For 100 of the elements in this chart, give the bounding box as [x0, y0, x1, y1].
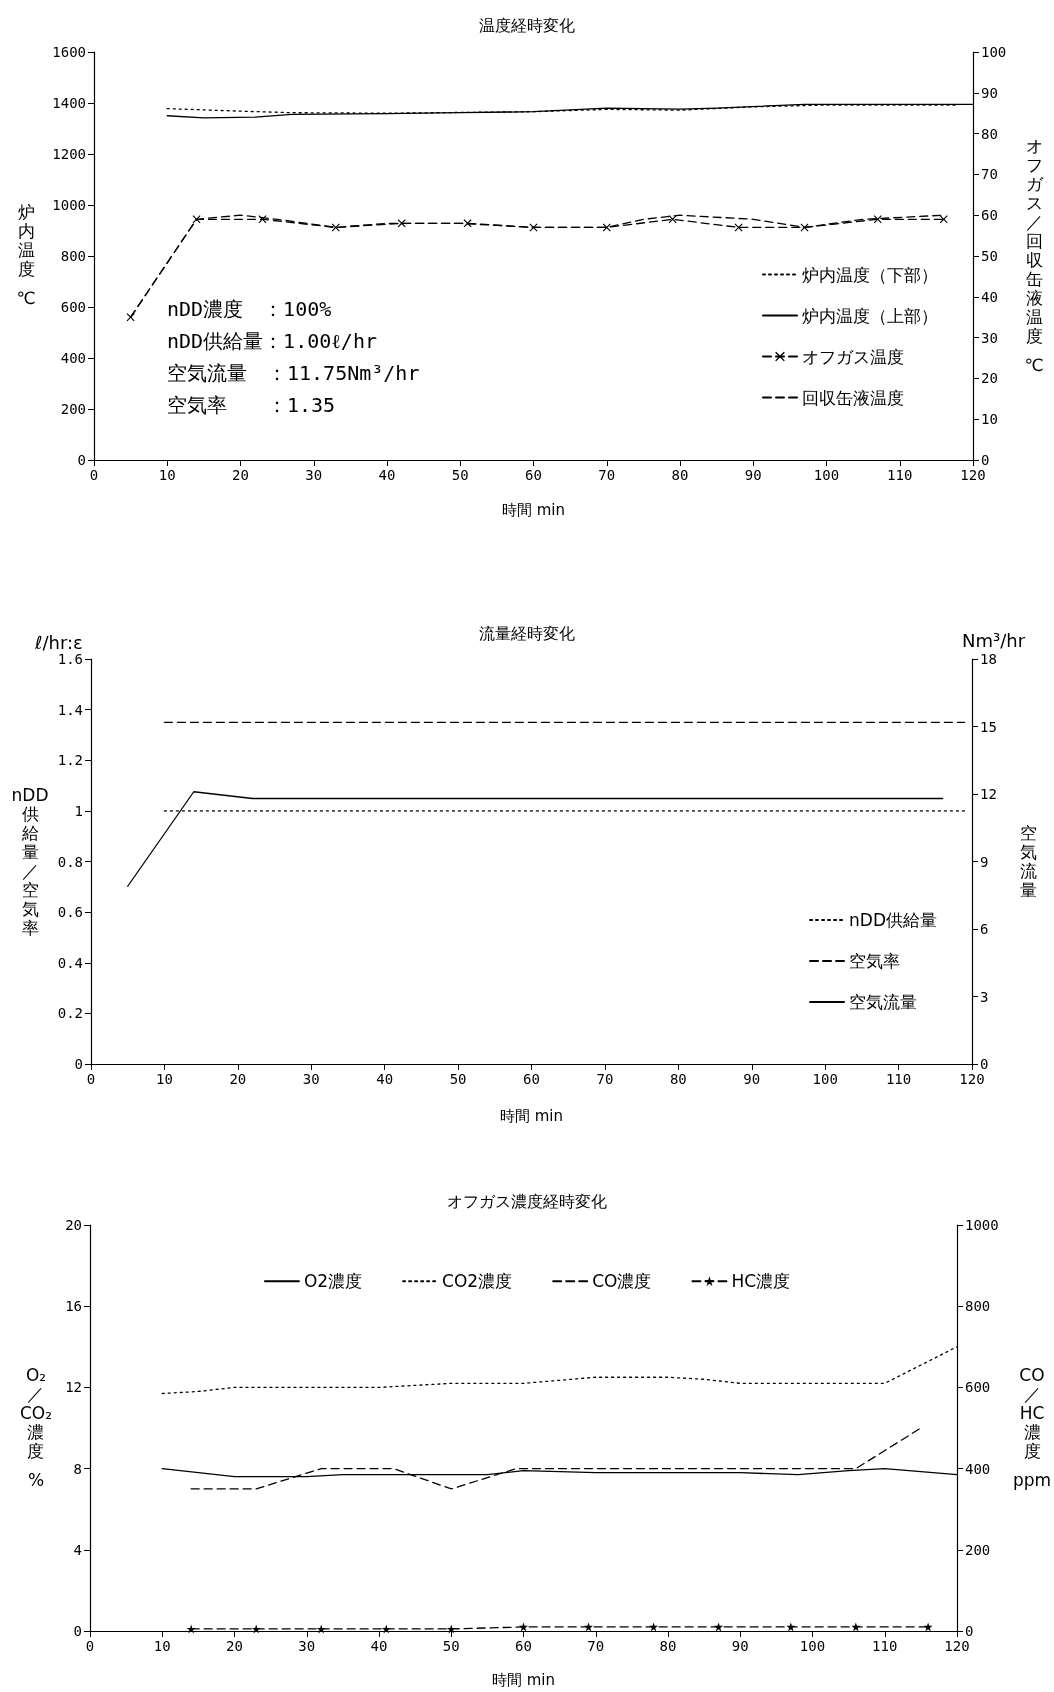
x-tick-label: 70 [587, 1638, 605, 1654]
x-tick-label: 30 [305, 467, 323, 483]
y-tick-label: 1600 [52, 44, 86, 60]
x-tick-label: 40 [370, 1638, 388, 1654]
point [939, 215, 948, 224]
legend-label: 炉内温度（下部） [802, 264, 938, 285]
y2-tick-label: 80 [981, 125, 998, 142]
x-tick-label: 90 [743, 1071, 761, 1087]
point [397, 219, 406, 228]
y2-tick-label: 800 [965, 1298, 991, 1315]
y2-axis-title: 空気流量 [1019, 822, 1037, 900]
x-tick-label: 20 [232, 467, 249, 483]
y2-tick-label: 1000 [965, 1217, 999, 1233]
y-tick-label: 0.4 [57, 954, 83, 971]
x-tick-label: 80 [671, 467, 689, 483]
x-tick-label: 40 [378, 467, 396, 483]
y-tick-label: 4 [73, 1541, 82, 1558]
y-tick-label: 1.4 [57, 701, 83, 718]
x-tick-label: 70 [598, 467, 616, 483]
y-tick-label: 0.8 [57, 853, 83, 870]
y2-tick-label: 0 [980, 1056, 989, 1072]
legend-label: CO2濃度 [442, 1271, 513, 1292]
legend-label: nDD供給量 [849, 909, 938, 930]
y-tick-label: 400 [60, 350, 86, 366]
point [331, 223, 340, 232]
x-tick-label: 80 [659, 1638, 677, 1654]
x-tick-label: 60 [515, 1638, 532, 1654]
y2-tick-label: 10 [981, 411, 998, 428]
y-tick-label: 1200 [52, 146, 86, 162]
x-tick-label: 60 [523, 1071, 540, 1087]
y-axis-title: 炉内温度 ℃ [16, 202, 36, 309]
x-tick-label: 110 [885, 1071, 912, 1087]
annotation: nDD供給量：1.00ℓ/hr [167, 329, 377, 353]
chart-title: オフガス濃度経時変化 [447, 1191, 607, 1211]
x-axis-title: 時間 min [491, 1670, 556, 1689]
y-tick-label: 0 [74, 1056, 83, 1072]
x-tick-label: 0 [86, 1071, 96, 1087]
annotation: 空気率 ：1.35 [167, 393, 336, 417]
y-tick-label: 1000 [52, 197, 86, 213]
x-tick-label: 100 [812, 1071, 838, 1087]
y-tick-label: 800 [60, 248, 86, 264]
y-tick-label: 8 [73, 1460, 82, 1477]
y2-tick-label: 40 [981, 288, 998, 305]
x-tick-label: 120 [944, 1638, 970, 1654]
y-tick-label: 1.2 [57, 752, 83, 769]
x-tick-label: 50 [449, 1071, 467, 1087]
y2-tick-label: 9 [980, 853, 989, 870]
y2-tick-label: 50 [981, 248, 998, 264]
y2-tick-label: 20 [981, 370, 998, 387]
x-tick-label: 0 [89, 467, 99, 483]
point [463, 219, 472, 228]
y-tick-label: 12 [65, 1379, 82, 1396]
y2-tick-label: 6 [980, 921, 989, 937]
text: Nm³/hr [962, 629, 1026, 651]
legend-label: オフガス温度 [802, 346, 904, 367]
y-tick-label: 0.6 [57, 904, 83, 921]
x-tick-label: 110 [872, 1638, 898, 1654]
y2-tick-label: 100 [981, 44, 1007, 60]
chart-title: 温度経時変化 [479, 15, 575, 35]
y-tick-label: 0 [73, 1623, 82, 1639]
legend-label: HC濃度 [731, 1271, 791, 1292]
point [668, 215, 677, 224]
x-tick-label: 30 [302, 1071, 320, 1087]
y-tick-label: 0.2 [57, 1005, 83, 1022]
legend-label: O2濃度 [303, 1271, 363, 1292]
y2-tick-label: 3 [980, 988, 989, 1005]
y2-tick-label: 30 [981, 329, 998, 346]
x-tick-label: 90 [744, 467, 762, 483]
x-tick-label: 50 [451, 467, 469, 483]
x-tick-label: 120 [960, 467, 986, 483]
x-tick-label: 70 [596, 1071, 614, 1087]
y2-tick-label: 70 [981, 166, 998, 183]
y-tick-label: 200 [60, 401, 86, 417]
x-tick-label: 120 [959, 1071, 985, 1087]
y2-tick-label: 200 [965, 1541, 991, 1558]
legend-label: CO濃度 [592, 1271, 652, 1292]
y-axis-title: nDD供給量／空気率 [11, 784, 49, 938]
y2-tick-label: 90 [981, 84, 998, 101]
y-tick-label: 1 [74, 802, 83, 819]
point [192, 215, 201, 224]
y-tick-label: 1400 [52, 95, 86, 111]
x-tick-label: 50 [442, 1638, 460, 1654]
chart-title: 流量経時変化 [479, 623, 575, 643]
y-tick-label: 0 [77, 452, 86, 468]
x-tick-label: 10 [155, 1071, 173, 1087]
x-tick-label: 100 [813, 467, 840, 483]
legend-label: 回収缶液温度 [802, 387, 904, 408]
y2-tick-label: 0 [965, 1623, 974, 1639]
point [126, 313, 135, 322]
x-tick-label: 110 [887, 467, 913, 483]
point [602, 223, 611, 232]
x-tick-label: 100 [799, 1638, 826, 1654]
legend-label: 空気流量 [849, 991, 918, 1012]
x-tick-label: 20 [226, 1638, 243, 1654]
y-tick-label: 600 [60, 299, 86, 315]
point [258, 215, 267, 224]
y2-tick-label: 0 [981, 452, 990, 468]
annotation: 空気流量 ：11.75Nm³/hr [167, 361, 420, 385]
y2-tick-label: 12 [980, 786, 997, 802]
x-tick-label: 60 [525, 467, 542, 483]
